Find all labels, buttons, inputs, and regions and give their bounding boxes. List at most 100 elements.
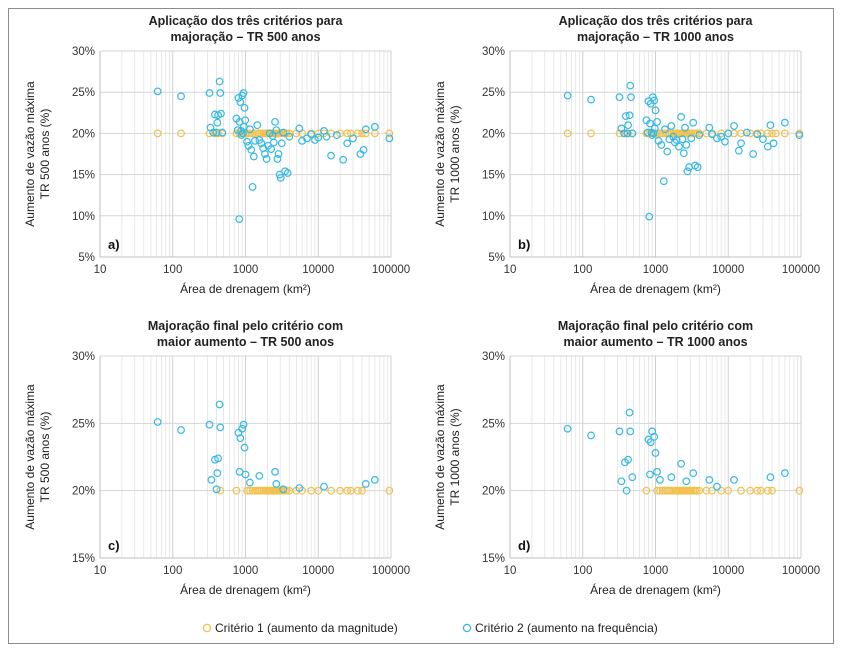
panel-a-criterion2-point bbox=[257, 139, 266, 148]
panel-d-criterion1-point bbox=[656, 486, 664, 495]
panel-d-y-tick-label: 20% bbox=[482, 486, 505, 498]
panel-c-y-tick-label: 20% bbox=[72, 486, 95, 498]
panel-a-criterion2-point bbox=[370, 122, 379, 131]
panel-a-criterion2-point bbox=[322, 132, 331, 141]
panel-b-chart: 10 100 1000 10000 100000 5% 10% 15% 20% 25% 30% Apl… bbox=[433, 14, 820, 296]
panel-a-criterion2-point bbox=[253, 121, 262, 130]
legend-criterion2-label: Critério 2 (aumento na frequência) bbox=[475, 621, 658, 635]
panel-a-criterion2-point bbox=[248, 183, 257, 191]
panel-a-criterion2-point bbox=[303, 134, 311, 143]
panel-b-criterion2-point bbox=[795, 131, 804, 139]
panel-b-criterion2-point bbox=[650, 124, 659, 133]
panel-a-y-axis-label: TR 500 anos (%) bbox=[38, 109, 52, 200]
panel-b-title-line: Aplicação dos três critérios para bbox=[559, 14, 754, 28]
panel-a-criterion1-point bbox=[153, 129, 162, 138]
panel-d-criterion1-point bbox=[763, 486, 772, 495]
panel-b-criterion2-point bbox=[657, 141, 666, 149]
panel-c-criterion2-point bbox=[279, 485, 288, 494]
panel-c-criterion2-point bbox=[215, 400, 224, 409]
panel-a-criterion2-point bbox=[251, 136, 259, 145]
panel-b-criterion2-point bbox=[675, 142, 683, 151]
panel-d-x-tick-label: 100000 bbox=[782, 565, 820, 577]
panel-d-x-tick-label: 10000 bbox=[712, 565, 744, 577]
panel-d-criterion2-point bbox=[689, 469, 698, 478]
panel-a-criterion2-point bbox=[209, 128, 218, 137]
panel-b-criterion2-point bbox=[645, 212, 654, 221]
panel-d-criterion2-point bbox=[626, 427, 635, 436]
panel-b-criterion2-point bbox=[693, 163, 702, 172]
panel-a-criterion2-point bbox=[314, 133, 323, 142]
panel-b-criterion2-point bbox=[753, 130, 762, 139]
panel-c-criterion1-point bbox=[253, 486, 262, 495]
panel-b-criterion2-point bbox=[759, 135, 767, 144]
panel-b-criterion2-point bbox=[651, 106, 660, 115]
panel-a-criterion2-point bbox=[272, 126, 281, 135]
panel-b-criterion2-point bbox=[705, 123, 714, 132]
panel-a-y-tick-label: 30% bbox=[72, 46, 95, 58]
panel-d-criterion2-point bbox=[628, 473, 637, 482]
panel-a-criterion2-point bbox=[279, 128, 288, 137]
panel-a-criterion2-point bbox=[274, 150, 283, 158]
panel-d-criterion2-point bbox=[563, 424, 572, 433]
panel-d-criterion2-point bbox=[766, 473, 775, 482]
panel-d-criterion2-point bbox=[651, 449, 660, 457]
panel-b-criterion1-point bbox=[587, 129, 595, 138]
panel-d-y-tick-label: 15% bbox=[482, 553, 505, 565]
panel-a-criterion2-point bbox=[241, 116, 250, 125]
panel-a-x-axis-label: Área de drenagem (km²) bbox=[180, 281, 311, 296]
panel-b-criterion2-point bbox=[708, 130, 717, 139]
panel-a-y-axis-label: Aumento de vazão máxima bbox=[23, 81, 37, 227]
panel-a-criterion1-point bbox=[353, 129, 362, 138]
panel-c-criterion1-point bbox=[385, 486, 394, 495]
panel-a-criterion2-point bbox=[339, 155, 348, 164]
panel-c-criterion1-point bbox=[327, 486, 335, 495]
panel-c-y-tick-label: 25% bbox=[72, 418, 95, 430]
panel-c-criterion1-point bbox=[353, 486, 362, 495]
panel-b-criterion1-point bbox=[653, 129, 661, 138]
panel-b-criterion2-point bbox=[687, 134, 696, 143]
panel-b-criterion2-point bbox=[643, 128, 652, 137]
panel-b-x-tick-label: 100000 bbox=[782, 264, 820, 276]
panel-b-criterion2-point bbox=[615, 93, 624, 102]
panel-a-criterion2-point bbox=[332, 131, 341, 139]
panel-b-x-tick-label: 1000 bbox=[643, 264, 669, 276]
panel-d-criterion2-point bbox=[705, 475, 714, 484]
panel-c-title-line: maior aumento – TR 500 anos bbox=[157, 335, 334, 349]
panel-d-criterion1-point bbox=[724, 486, 733, 495]
panel-a-criterion2-point bbox=[359, 145, 368, 154]
panel-d-chart: 10 100 1000 10000 100000 15% 20% 25% 30% Majoraçã… bbox=[433, 319, 820, 597]
panel-a-criterion2-point bbox=[275, 170, 284, 179]
panel-c-criterion2-point bbox=[214, 454, 222, 463]
panel-b-x-tick-label: 10000 bbox=[712, 264, 744, 276]
panel-a-criterion2-point bbox=[205, 89, 214, 97]
panel-b-x-axis-label: Área de drenagem (km²) bbox=[590, 281, 721, 296]
panel-d-criterion2-point bbox=[667, 473, 676, 482]
panel-d-criterion1-point bbox=[692, 486, 701, 495]
panel-c-criterion1-point bbox=[216, 486, 225, 495]
panel-b-criterion2-point bbox=[620, 129, 628, 138]
panel-c-criterion2-point bbox=[295, 484, 304, 492]
panel-b-criterion2-point bbox=[724, 129, 733, 138]
panel-b-x-tick-label: 10 bbox=[504, 264, 517, 276]
panel-a-x-tick-label: 10000 bbox=[302, 264, 334, 276]
panel-a-criterion2-point bbox=[273, 155, 282, 163]
panel-c-criterion2-point bbox=[239, 420, 248, 429]
panel-c-criterion2-point bbox=[370, 475, 379, 484]
panel-b-criterion2-point bbox=[628, 129, 637, 138]
panel-a-criterion2-point bbox=[307, 130, 316, 139]
panel-d-criterion1-point bbox=[702, 486, 711, 495]
panel-a-criterion2-point bbox=[261, 150, 269, 158]
panel-a-criterion2-point bbox=[276, 173, 285, 182]
panel-c-criterion2-point bbox=[213, 469, 222, 478]
legend-criterion1-label: Critério 1 (aumento da magnitude) bbox=[215, 621, 398, 635]
panel-c-chart: 10 100 1000 10000 100000 15% 20% 25% 30% Majoraçã… bbox=[23, 319, 410, 597]
panel-b-y-tick-label: 10% bbox=[482, 211, 505, 223]
panel-b-criterion2-point bbox=[625, 111, 634, 120]
panel-d-criterion2-point bbox=[624, 455, 632, 464]
panel-a-criterion2-point bbox=[295, 124, 304, 133]
panel-a-criterion2-point bbox=[267, 145, 276, 153]
panel-a-criterion2-point bbox=[343, 139, 352, 148]
panel-c-criterion2-point bbox=[246, 478, 254, 487]
panel-a-criterion2-point bbox=[216, 89, 225, 97]
